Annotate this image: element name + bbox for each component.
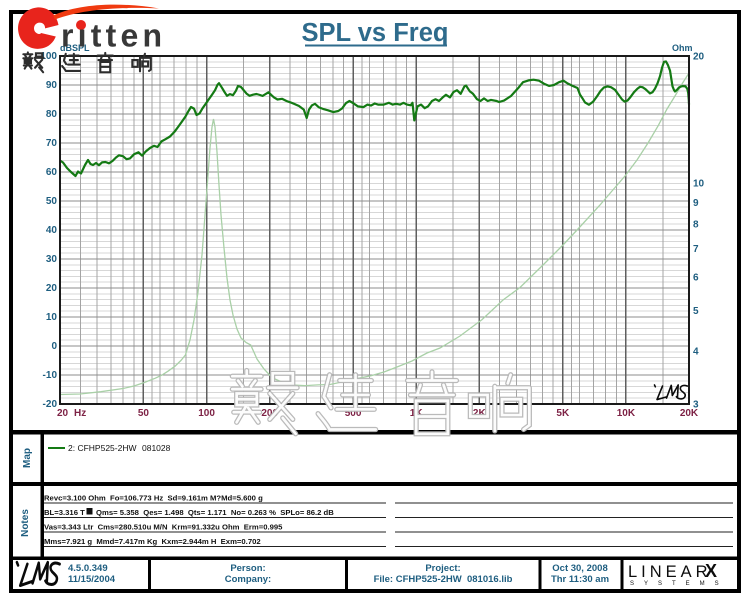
svg-text:500: 500 [345,408,362,419]
svg-text:200: 200 [261,408,278,419]
svg-text:0: 0 [51,341,57,352]
svg-text:Ohm: Ohm [672,43,693,53]
svg-text:20: 20 [57,408,69,419]
svg-text:rıtten: rıtten [61,18,166,54]
svg-text:20: 20 [693,52,705,63]
svg-text:10: 10 [693,179,705,190]
svg-text:50: 50 [46,196,58,207]
svg-text:80: 80 [46,109,58,120]
svg-text:5: 5 [693,306,699,317]
svg-text:5K: 5K [556,408,570,419]
svg-text:-20: -20 [43,399,58,410]
svg-text:Revc=3.100 Ohm Fo=106.773 Hz: Revc=3.100 Ohm Fo=106.773 Hz Sd=9.161m M… [44,494,263,503]
svg-text:Person:: Person: [230,563,265,574]
svg-text:BL=3.316 T: BL=3.316 T [44,508,85,517]
svg-text:Vas=3.343 Ltr Cms=280.510u M/: Vas=3.343 Ltr Cms=280.510u M/N Krm=91.33… [44,523,283,532]
svg-text:6: 6 [693,272,699,283]
svg-text:2K: 2K [473,408,487,419]
svg-text:LINEAR: LINEAR [628,563,712,581]
svg-text:Hz: Hz [74,408,86,419]
svg-text:2: CFHP525-2HW: 2: CFHP525-2HW [68,443,137,453]
svg-text:10: 10 [46,312,58,323]
svg-text:50: 50 [138,408,150,419]
svg-text:Notes: Notes [20,509,31,537]
svg-text:11/15/2004: 11/15/2004 [68,574,116,585]
svg-text:90: 90 [46,80,58,91]
svg-text:dBSPL: dBSPL [60,43,90,53]
svg-text:Mms=7.921 g Mmd=7.417m Kg Kx: Mms=7.921 g Mmd=7.417m Kg Kxm=2.944m H E… [44,537,261,546]
svg-text:Oct 30, 2008: Oct 30, 2008 [552,563,607,574]
svg-text:100: 100 [198,408,215,419]
svg-text:20K: 20K [680,408,699,419]
svg-text:SPL vs Freq: SPL vs Freq [302,19,449,47]
svg-text:Map: Map [22,448,33,468]
svg-text:3: 3 [693,400,699,411]
svg-text:10K: 10K [617,408,636,419]
svg-text:4.5.0.349: 4.5.0.349 [68,563,108,574]
svg-text:20: 20 [46,283,58,294]
svg-text:30: 30 [46,254,58,265]
svg-text:Qms= 5.358 Qes= 1.498 Qts= 1: Qms= 5.358 Qes= 1.498 Qts= 1.171 No= 0.2… [96,508,334,517]
svg-text:SYSTEMS: SYSTEMS [630,581,729,587]
svg-text:70: 70 [46,138,58,149]
svg-text:File: CFHP525-2HW 081016.lib: File: CFHP525-2HW 081016.lib [374,574,513,585]
svg-text:081028: 081028 [142,443,171,453]
svg-text:4: 4 [693,347,699,358]
svg-text:100: 100 [40,51,57,62]
svg-text:8: 8 [693,220,699,231]
svg-text:9: 9 [693,198,699,209]
svg-text:Project:: Project: [425,563,460,574]
svg-text:Company:: Company: [225,574,271,585]
svg-text:X: X [705,561,717,581]
svg-text:40: 40 [46,225,58,236]
svg-text:Thr 11:30 am: Thr 11:30 am [551,574,609,585]
svg-text:60: 60 [46,167,58,178]
svg-text:-10: -10 [43,370,58,381]
svg-text:7: 7 [693,244,699,255]
